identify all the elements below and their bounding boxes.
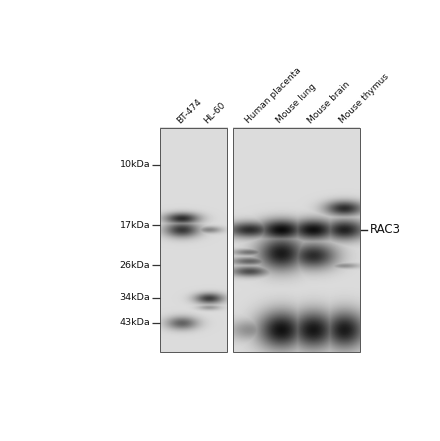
Text: Mouse brain: Mouse brain bbox=[307, 80, 352, 125]
Text: 43kDa: 43kDa bbox=[120, 318, 150, 327]
Text: RAC3: RAC3 bbox=[370, 223, 401, 236]
Text: BT-474: BT-474 bbox=[175, 97, 203, 125]
Bar bbox=[233, 127, 359, 351]
Text: Human placenta: Human placenta bbox=[243, 66, 303, 125]
Text: HL-60: HL-60 bbox=[202, 100, 227, 125]
Text: 10kDa: 10kDa bbox=[120, 160, 150, 169]
Text: Mouse thymus: Mouse thymus bbox=[337, 72, 390, 125]
Text: 17kDa: 17kDa bbox=[120, 220, 150, 230]
Text: 34kDa: 34kDa bbox=[120, 293, 150, 303]
Text: 26kDa: 26kDa bbox=[120, 261, 150, 270]
Text: Mouse lung: Mouse lung bbox=[275, 82, 318, 125]
Bar bbox=[160, 127, 227, 351]
